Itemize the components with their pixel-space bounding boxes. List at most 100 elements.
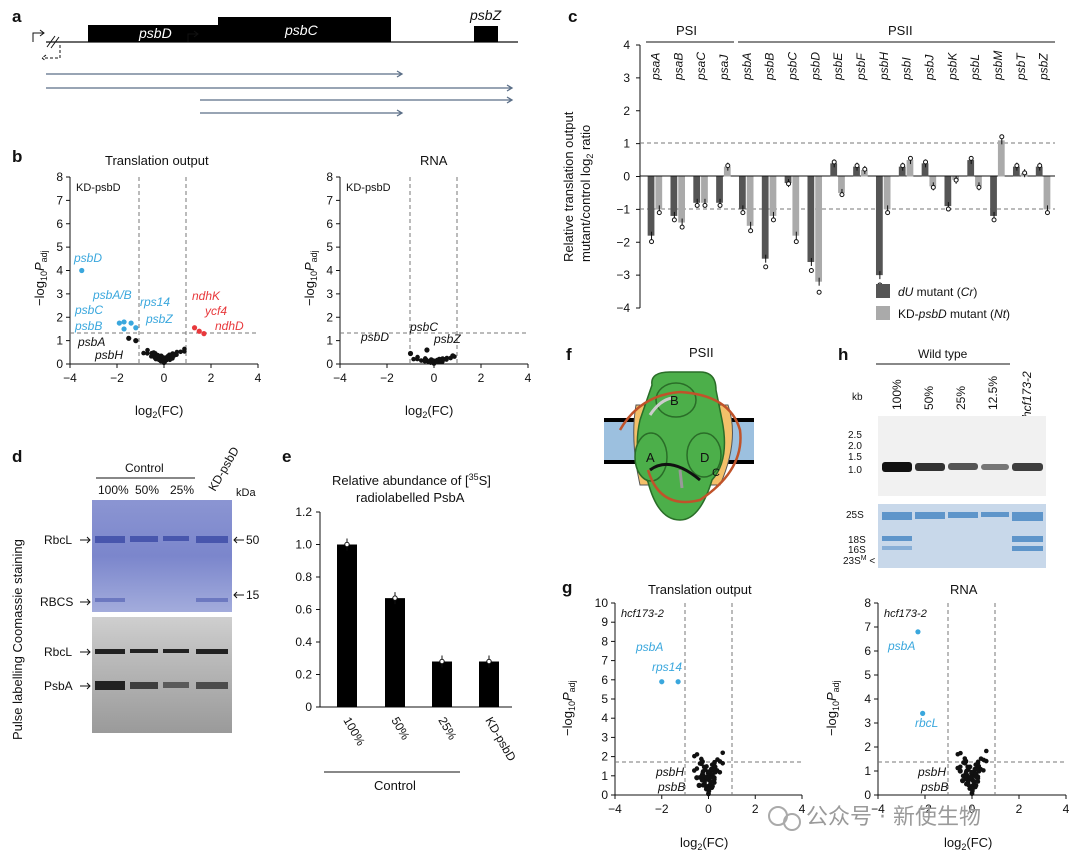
rrna-18s: 18S [848,535,866,546]
bar-psbD-s2 [815,176,823,282]
replicate-point [923,159,929,165]
y-tick-label: 5 [326,240,333,254]
gel-d-unit: kDa [236,487,256,499]
y-tick-label: 6 [864,644,871,658]
replicate-point [991,217,997,223]
y-tick-label: 0 [601,788,608,802]
legend-swatch-light [876,306,890,320]
category-psbZ: psbZ [1037,53,1051,81]
y-tick-label: 0 [326,357,333,371]
y-tick-label: −2 [616,235,630,249]
transcript-3 [200,96,514,104]
data-point [976,769,982,774]
bar-KD-psbD [479,661,499,707]
data-point [706,786,712,792]
point-psbH [957,768,963,774]
volcano-b2-inset: KD-psbD [346,182,391,194]
category-100%: 100% [340,715,368,749]
volcano-g1-title: Translation output [648,582,752,597]
gene-label-psbZ: psbZ [469,7,502,23]
x-tick-label: 2 [478,371,485,385]
bar-psaA-s1 [647,176,655,236]
watermark-text: 公众号 · 新使生物 [806,805,981,830]
bar-psbE-s2 [838,176,845,193]
bar-psbJ-s1 [921,163,929,177]
volcano-b1-xlabel: log2(FC) [135,403,183,420]
volcano-g2-ylabel: −log10Padj [824,680,841,736]
category-psbA: psbA [740,53,754,81]
volcano-g1-inset: hcf173-2 [621,608,664,620]
panel-label-e: e [282,447,291,466]
bar-psaB-s1 [670,176,678,216]
data-point [973,774,979,780]
panel-c-categories: psaA psaB psaC psaJ psbA psbB psbC psbD psbE psbF… [648,51,1050,81]
bar-psbA-s2 [746,176,754,226]
x-tick-label: 0 [431,371,438,385]
category-psbC: psbC [785,52,799,81]
category-psbD: psbD [808,52,822,81]
y-tick-label: −4 [616,301,630,315]
lane-h-hcf: hcf173-2 [1020,371,1034,418]
x-tick-label: −2 [655,802,669,816]
panel-c-bars [647,134,1051,295]
x-tick-label: 0 [161,371,168,385]
label-psbB: psbB [657,780,685,794]
y-tick-label: 8 [56,170,63,184]
label-rps14: rps14 [140,295,170,309]
y-tick-label: 3 [601,730,608,744]
panel-label-c: c [568,7,577,26]
y-tick-label: 2 [623,104,630,118]
panel-label-b: b [12,147,22,166]
gel-d-ylabel: Pulse labelling Coomassie staining [10,539,25,740]
transcript-arrows [46,70,514,117]
marker-15: 15 [246,588,260,602]
bar-psbH-s2 [883,176,891,210]
volcano-b2-ticks: −4 −2 0 2 4 0 1 2 3 4 5 6 7 8 [326,170,531,385]
data-point [702,783,708,789]
y-tick-label: 10 [595,596,609,610]
data-point [699,778,705,783]
data-point [699,761,704,767]
x-tick-label: 0 [705,802,712,816]
internal-promoter-icon [187,30,199,42]
gel-h-unit: kb [852,392,863,403]
volcano-g1-ticks: −4 −2 0 2 4 0 1 2 3 4 5 6 7 8 9 10 [595,596,806,816]
replicate-point [862,166,868,172]
y-tick-label: −1 [616,202,630,216]
data-point [962,760,968,766]
label-psbA-B: psbA/B [92,288,132,302]
replicate-point [786,181,792,187]
y-tick-label: 7 [864,620,871,634]
band-rbcs: RBCS [40,595,73,609]
group-label-psi: PSI [676,23,697,38]
coomassie-gel [92,500,232,612]
volcano-b2-xlabel: log2(FC) [405,403,453,420]
point-psbH [133,338,139,344]
replicate-point [344,541,350,548]
gel-d-control: Control [125,461,164,475]
bar-psbI-s2 [906,160,914,177]
label-psbC: psbC [409,320,438,334]
panel-e-title-2: radiolabelled PsbA [356,490,465,505]
legend-label-light: KD-psbD mutant (Nt) [898,307,1010,321]
label-psbH: psbH [655,765,684,779]
replicate-point [1044,210,1050,216]
antisense-arrow-icon [41,45,61,62]
point-psbD [79,267,85,274]
x-tick-label: 4 [799,802,806,816]
panel-h: h Wild type 100% 50% 25% 12.5% hcf173-2 … [838,345,1046,568]
label-ndhK: ndhK [192,289,221,303]
point-ndhK [191,325,198,331]
point-psbA-B [121,319,127,325]
data-point [720,750,726,756]
label-psbC: psbC [74,303,103,317]
category-psbF: psbF [854,53,868,81]
promoter-arrow-icon [32,29,45,42]
subunit-c: C [712,467,720,479]
replicate-point [717,202,723,208]
replicate-point [885,210,891,216]
point-psbC [424,347,430,353]
data-point [983,758,989,764]
